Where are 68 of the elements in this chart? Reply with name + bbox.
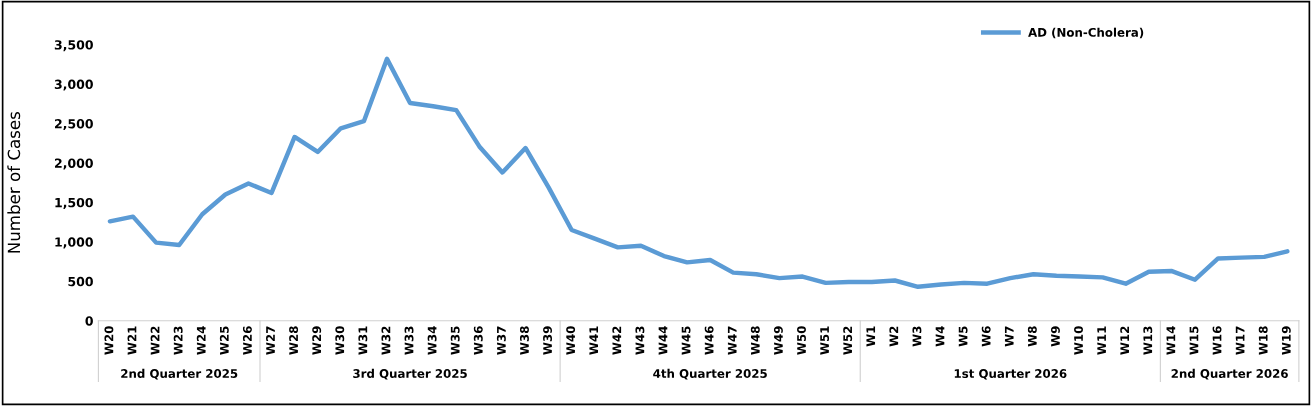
- x-tick-label: W5: [958, 326, 968, 347]
- y-tick-label: 0: [85, 316, 93, 326]
- y-tick-label: 1,500: [55, 197, 93, 209]
- x-tick-label: W30: [335, 326, 345, 355]
- line-series: [107, 56, 1290, 290]
- text: 2nd Quarter 2026: [1171, 368, 1288, 380]
- x-tick-label: W10: [1074, 326, 1083, 355]
- x-tick-label: W23: [173, 326, 183, 355]
- text: 4th Quarter 2025: [653, 368, 767, 380]
- x-tick-label: W39: [543, 326, 553, 355]
- x-tick-label: W11: [1097, 326, 1106, 355]
- x-tick-label: W19: [1281, 326, 1291, 355]
- x-tick-label: W41: [589, 326, 599, 355]
- x-tick-label: W43: [635, 326, 645, 355]
- y-tick-label: 2,000: [54, 158, 93, 170]
- x-tick-label: W52: [843, 326, 853, 355]
- x-tick-label: W20: [104, 326, 114, 355]
- x-tick-label: W13: [1143, 326, 1153, 355]
- x-tick-label: W48: [750, 326, 760, 355]
- y-axis-title: Number of Cases: [7, 111, 21, 253]
- x-tick-label: W24: [196, 326, 206, 355]
- x-tick-label: W29: [312, 326, 322, 355]
- x-tick-label: W1: [866, 326, 876, 347]
- x-tick-label: W49: [773, 326, 783, 355]
- y-tick-label: 3,000: [54, 79, 93, 91]
- y-tick-label: 2,500: [54, 119, 93, 131]
- legend-label: AD (Non-Cholera): [1028, 27, 1144, 39]
- x-tick-label: W28: [289, 326, 299, 355]
- y-tick-label: 3,500: [54, 40, 93, 52]
- x-tick-label: W12: [1120, 326, 1129, 355]
- x-tick-label: W3: [912, 326, 922, 347]
- x-tick-label: W6: [981, 326, 991, 347]
- x-tick-label: W26: [242, 326, 252, 355]
- x-tick-label: W46: [704, 326, 714, 355]
- x-tick-label: W40: [566, 326, 576, 355]
- x-tick-label: W8: [1027, 326, 1037, 347]
- x-tick-label: W32: [381, 326, 391, 355]
- y-tick-label: 500: [68, 276, 93, 287]
- text: 2nd Quarter 2025: [121, 368, 238, 380]
- x-tick-label: W33: [404, 326, 414, 355]
- x-tick-label: W25: [219, 326, 229, 355]
- text: 3rd Quarter 2025: [353, 368, 467, 380]
- x-tick-label: W14: [1166, 326, 1176, 355]
- x-tick-label: W16: [1212, 326, 1222, 355]
- text: 1st Quarter 2026: [954, 369, 1067, 380]
- x-tick-label: W18: [1258, 326, 1268, 355]
- x-tick-label: W35: [450, 326, 460, 355]
- x-tick-label: W31: [358, 326, 368, 355]
- x-tick-label: W47: [727, 326, 737, 355]
- x-tick-label: W27: [266, 326, 275, 355]
- x-tick-label: W50: [797, 326, 806, 355]
- x-tick-label: W36: [473, 326, 483, 355]
- x-tick-label: W38: [519, 326, 529, 355]
- x-tick-label: W9: [1050, 326, 1060, 347]
- x-tick-label: W15: [1189, 326, 1199, 355]
- x-tick-label: W7: [1004, 326, 1014, 347]
- x-tick-label: W42: [612, 326, 622, 355]
- x-tick-label: W17: [1235, 326, 1245, 355]
- x-tick-label: W2: [889, 326, 899, 347]
- x-tick-label: W37: [496, 326, 506, 355]
- x-tick-label: W21: [127, 326, 137, 355]
- x-tick-label: W22: [150, 326, 160, 355]
- x-tick-label: W34: [427, 326, 437, 355]
- x-tick-label: W45: [681, 326, 691, 355]
- x-tick-label: W44: [658, 326, 668, 355]
- x-tick-label: W51: [820, 326, 830, 355]
- y-tick-label: 1,000: [55, 237, 93, 249]
- x-tick-label: W4: [935, 326, 945, 347]
